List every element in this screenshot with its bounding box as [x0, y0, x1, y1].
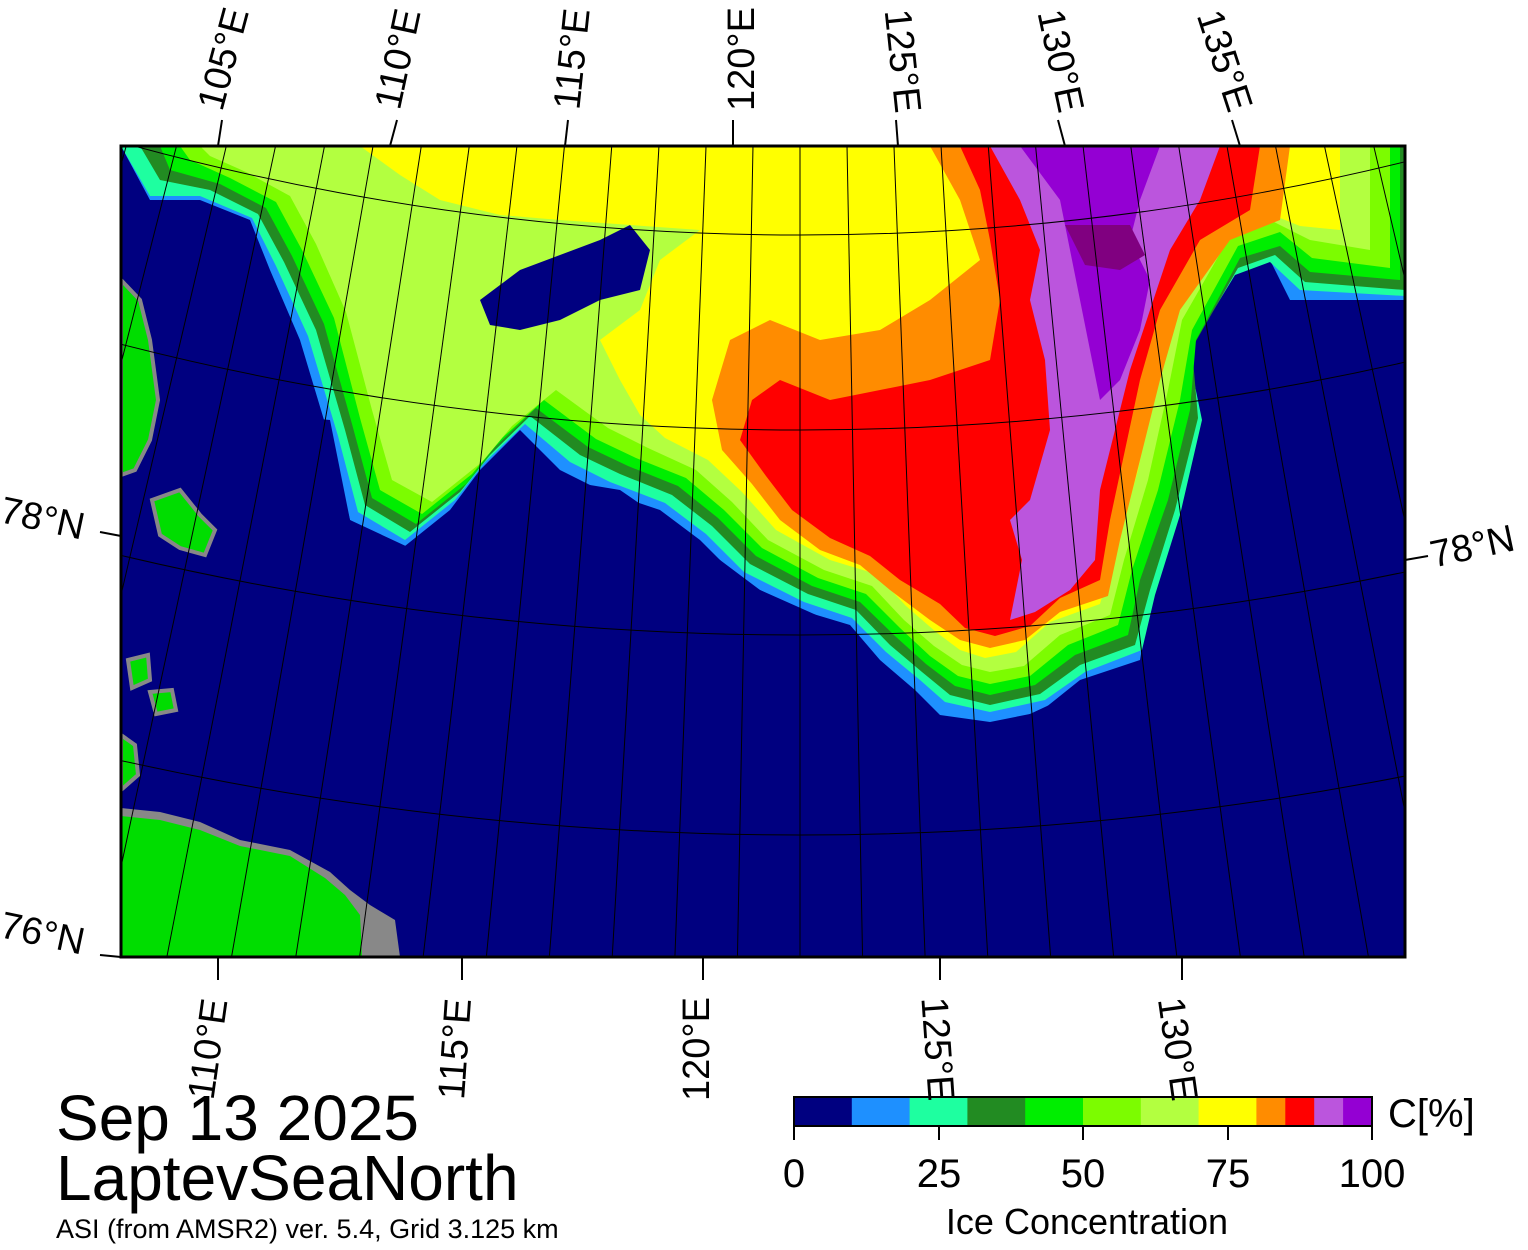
colorbar-ticks [793, 1126, 1373, 1140]
bottom-lon-label-115e: 115°E [431, 997, 481, 1101]
colorbar-title: Ice Concentration [945, 1201, 1229, 1242]
colorbar-bin-4 [1025, 1097, 1084, 1126]
ice-band-purple [1020, 146, 1160, 400]
open-water-lead [480, 225, 650, 330]
colorbar-unit: C[%] [1388, 1092, 1475, 1136]
meridian-line-4 [0, 0, 105, 941]
meridian-line-25 [1035, 146, 1115, 957]
meridian-line-2 [0, 0, 21, 899]
region-title: LaptevSeaNorth [56, 1142, 519, 1214]
colorbar-bin-0 [794, 1097, 853, 1126]
graticule-lines [0, 0, 1528, 978]
meridian-line-26 [1082, 146, 1178, 957]
meridian-line-22 [893, 146, 926, 957]
meridian-line-14 [422, 146, 518, 957]
colorbar-bin-2 [909, 1097, 968, 1126]
colorbar-bin-8 [1256, 1097, 1286, 1126]
colorbar-tick-50: 50 [1060, 1152, 1106, 1196]
land-small-island-2 [125, 652, 153, 691]
meridian-line-8 [121, 146, 227, 598]
colorbar-tick-75: 75 [1205, 1152, 1251, 1196]
meridian-line-16 [548, 146, 613, 957]
frame-ticks [99, 119, 1429, 980]
colorbar-bin-10 [1314, 1097, 1344, 1126]
meridian-line-19 [736, 146, 754, 957]
meridian-line-13 [359, 146, 470, 957]
colorbar-bin-7 [1198, 1097, 1257, 1126]
colorbar-tick-100: 100 [1338, 1152, 1406, 1196]
colorbar-tick-25: 25 [916, 1152, 962, 1196]
meridian-line-17 [611, 146, 660, 957]
top-lon-label-115e: 115°E [546, 6, 599, 112]
land-small-island-1 [149, 487, 218, 558]
ice-core-dark-purple [1065, 225, 1145, 270]
top-lon-label-125e: 125°E [875, 7, 929, 115]
product-info: ASI (from AMSR2) ver. 5.4, Grid 3.125 km [56, 1214, 559, 1244]
date-title: Sep 13 2025 [56, 1082, 419, 1154]
top-lon-label-120e: 120°E [720, 7, 763, 111]
colorbar-tick-0: 0 [782, 1152, 806, 1196]
meridian-line-15 [485, 146, 565, 957]
land-mainland [121, 816, 362, 957]
colorbar-bins [794, 1097, 1373, 1126]
meridian-line-10 [166, 146, 326, 957]
bottom-lon-label-120e: 120°E [675, 997, 718, 1101]
colorbar-bin-3 [967, 1097, 1026, 1126]
land-small-island-3 [147, 687, 179, 717]
meridian-line-28 [1178, 146, 1305, 957]
open-water-lower-left [121, 400, 1405, 957]
colorbar-bin-9 [1285, 1097, 1315, 1126]
meridian-line-21 [846, 146, 864, 957]
meridian-line-27 [1130, 146, 1241, 957]
meridian-line-3 [0, 0, 63, 921]
meridian-line-24 [987, 146, 1052, 957]
meridian-line-9 [121, 146, 277, 870]
colorbar-bin-6 [1140, 1097, 1200, 1126]
map-frame [119, 144, 1407, 959]
colorbar-bin-1 [851, 1097, 911, 1126]
colorbar-bin-5 [1083, 1097, 1142, 1126]
meridian-line-12 [295, 146, 422, 957]
meridian-line-35 [1453, 0, 1528, 960]
meridian-line-23 [940, 146, 989, 957]
meridian-line-34 [1411, 0, 1528, 978]
meridian-line-36 [1496, 0, 1528, 941]
meridian-line-18 [674, 146, 707, 957]
bottom-lon-label-125e: 125°E [912, 995, 962, 1103]
meridian-line-30 [1274, 146, 1405, 815]
colorbar-bin-11 [1343, 1097, 1373, 1126]
meridian-line-31 [1323, 146, 1405, 525]
